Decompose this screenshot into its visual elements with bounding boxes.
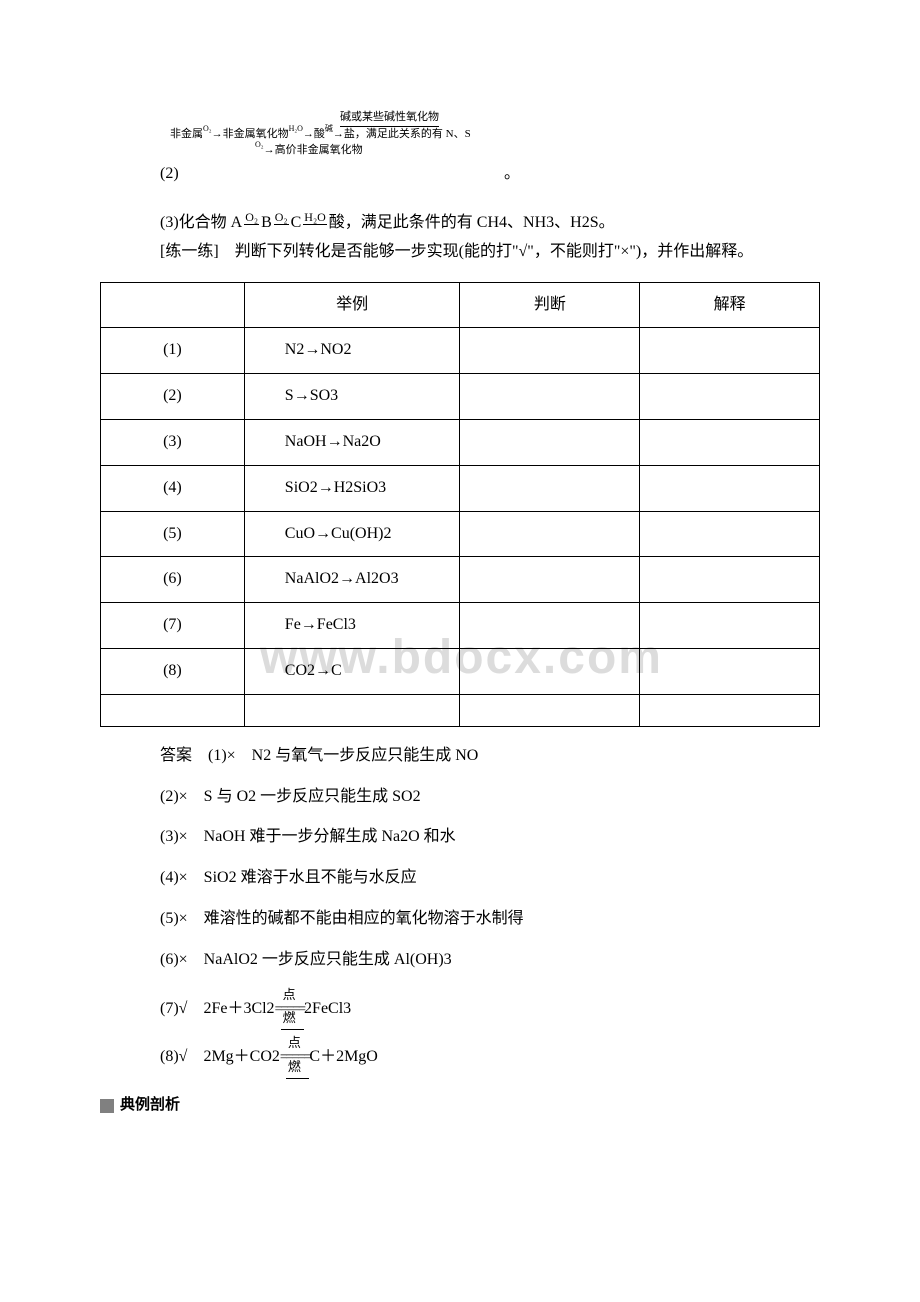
diagram2-period: 。 [504, 160, 520, 189]
diagram2-main: 非金属O₂→非金属氧化物H₂O→酸碱→盐，满足此关系的有 N、S [170, 128, 471, 140]
row-example: CO2→C [244, 648, 460, 694]
row-example: Fe→FeCl3 [244, 603, 460, 649]
row-explain [640, 648, 820, 694]
row-example: SiO2→H2SiO3 [244, 465, 460, 511]
row-explain [640, 374, 820, 420]
row-example: N2→NO2 [244, 328, 460, 374]
row-example: NaOH→Na2O [244, 419, 460, 465]
answer-8: (8)√ 2Mg＋CO2点燃=====C＋2MgO [100, 1043, 820, 1072]
row-num: (2) [101, 374, 245, 420]
row-num: (5) [101, 511, 245, 557]
line3-b: B [261, 214, 272, 231]
practice-label: [练一练] 判断下列转化是否能够一步实现(能的打"√"，不能则打"×")，并作出… [100, 238, 820, 267]
answer-6: (6)× NaAlO2 一步反应只能生成 Al(OH)3 [100, 946, 820, 975]
answer-5: (5)× 难溶性的碱都不能由相应的氧化物溶于水制得 [100, 905, 820, 934]
document-content: 碱或某些碱性氧化物 非金属O₂→非金属氧化物H₂O→酸碱→盐，满足此关系的有 N… [100, 110, 820, 1119]
diagram2-number: (2) [160, 165, 179, 182]
row-num: (3) [101, 419, 245, 465]
row-num: (6) [101, 557, 245, 603]
row-num: (4) [101, 465, 245, 511]
diagram-2: 碱或某些碱性氧化物 非金属O₂→非金属氧化物H₂O→酸碱→盐，满足此关系的有 N… [160, 110, 820, 158]
row-explain [640, 419, 820, 465]
th-blank [101, 282, 245, 328]
answer-3: (3)× NaOH 难于一步分解生成 Na2O 和水 [100, 823, 820, 852]
row-judge [460, 694, 640, 726]
row-explain [640, 557, 820, 603]
practice-table: 举例 判断 解释 (1) N2→NO2 (2) S→SO3 (3) NaOH→N… [100, 282, 820, 727]
row-num: (1) [101, 328, 245, 374]
diagram2-bottom: O₂→高价非金属氧化物 [255, 144, 363, 156]
th-judge: 判断 [460, 282, 640, 328]
row-example: CuO→Cu(OH)2 [244, 511, 460, 557]
row-judge [460, 328, 640, 374]
row-num [101, 694, 245, 726]
row-judge [460, 419, 640, 465]
a7-prefix: (7)√ 2Fe＋3Cl2 [160, 1000, 275, 1017]
diagram2-top: 碱或某些碱性氧化物 [340, 110, 439, 127]
row-example [244, 694, 460, 726]
answer-4: (4)× SiO2 难溶于水且不能与水反应 [100, 864, 820, 893]
answer-7: (7)√ 2Fe＋3Cl2点燃=====2FeCl3 [100, 995, 820, 1024]
row-num: (8) [101, 648, 245, 694]
row-judge [460, 374, 640, 420]
section-title: 典例剖析 [120, 1092, 180, 1119]
line3-c: C [291, 214, 302, 231]
table-row: (6) NaAlO2→Al2O3 [101, 557, 820, 603]
row-num: (7) [101, 603, 245, 649]
row-judge [460, 648, 640, 694]
a8-cond: 点燃 [286, 1031, 309, 1079]
a8-suffix: C＋2MgO [309, 1048, 377, 1065]
line3-arrow2: O₂ [274, 210, 289, 225]
row-judge [460, 511, 640, 557]
a7-suffix: 2FeCl3 [304, 1000, 351, 1017]
reaction-arrow: 点燃===== [280, 1045, 309, 1070]
line3-prefix: (3)化合物 A [160, 214, 242, 231]
line3-suffix: 酸，满足此条件的有 CH4、NH3、H2S。 [329, 214, 615, 231]
row-explain [640, 465, 820, 511]
row-judge [460, 465, 640, 511]
a7-cond: 点燃 [281, 983, 304, 1031]
th-example: 举例 [244, 282, 460, 328]
line3-arrow3: H₂O [303, 210, 327, 225]
row-explain [640, 694, 820, 726]
section-bar-icon [100, 1099, 114, 1113]
table-header-row: 举例 判断 解释 [101, 282, 820, 328]
section-header: 典例剖析 [100, 1092, 820, 1119]
row-example: S→SO3 [244, 374, 460, 420]
table-row: (5) CuO→Cu(OH)2 [101, 511, 820, 557]
answer-2: (2)× S 与 O2 一步反应只能生成 SO2 [100, 783, 820, 812]
line3-arrow1: O₂ [244, 210, 259, 225]
row-explain [640, 328, 820, 374]
table-row-empty [101, 694, 820, 726]
row-explain [640, 511, 820, 557]
reaction-arrow: 点燃===== [275, 997, 304, 1022]
table-row: (2) S→SO3 [101, 374, 820, 420]
th-explain: 解释 [640, 282, 820, 328]
row-judge [460, 603, 640, 649]
table-row: (3) NaOH→Na2O [101, 419, 820, 465]
answer-intro: 答案 (1)× N2 与氧气一步反应只能生成 NO [100, 742, 820, 771]
a8-prefix: (8)√ 2Mg＋CO2 [160, 1048, 280, 1065]
table-row: (7) Fe→FeCl3 [101, 603, 820, 649]
row-judge [460, 557, 640, 603]
row-example: NaAlO2→Al2O3 [244, 557, 460, 603]
table-row: (1) N2→NO2 [101, 328, 820, 374]
table-row: (8) CO2→C [101, 648, 820, 694]
line-3: (3)化合物 AO₂BO₂CH₂O酸，满足此条件的有 CH4、NH3、H2S。 [100, 209, 820, 238]
row-explain [640, 603, 820, 649]
table-row: (4) SiO2→H2SiO3 [101, 465, 820, 511]
